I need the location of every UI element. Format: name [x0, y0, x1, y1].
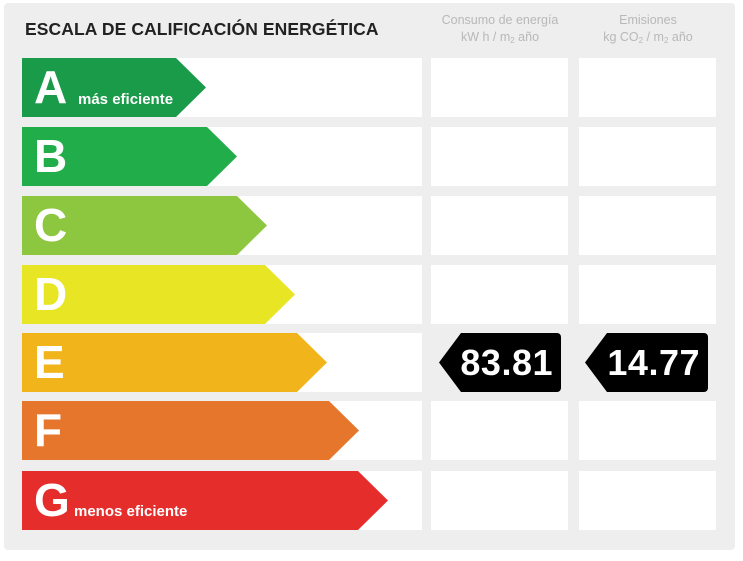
emisiones-cell-b	[579, 127, 716, 186]
emisiones-cell-a	[579, 58, 716, 117]
emisiones-cell-c	[579, 196, 716, 255]
consumo-cell-e: 83.81	[431, 333, 568, 392]
consumo-cell-b	[431, 127, 568, 186]
rating-bar-c: C	[22, 196, 267, 255]
rating-letter: F	[34, 404, 63, 456]
emisiones-cell-e: 14.77	[579, 333, 716, 392]
emisiones-cell-g	[579, 471, 716, 530]
consumo-header-line1: Consumo de energía	[441, 13, 559, 27]
emisiones-column-header: Emisiones kg CO2 / m2 año	[578, 12, 718, 46]
rating-letter: D	[34, 268, 68, 320]
consumo-value-badge: 83.81	[439, 333, 561, 392]
rating-sublabel: menos eficiente	[74, 503, 188, 520]
rating-letter: G	[34, 474, 70, 526]
emisiones-cell-d	[579, 265, 716, 324]
rating-bar-b: B	[22, 127, 237, 186]
emisiones-header-line2: kg CO2 / m2 año	[603, 30, 693, 45]
rating-letter: A	[34, 61, 68, 113]
consumo-value: 83.81	[460, 342, 553, 383]
emisiones-header-line1: Emisiones	[619, 13, 677, 27]
consumo-cell-d	[431, 265, 568, 324]
emisiones-cell-f	[579, 401, 716, 460]
rating-sublabel: más eficiente	[78, 91, 174, 108]
rating-letter: C	[34, 199, 68, 251]
rating-letter: E	[34, 336, 65, 388]
rating-bar-d: D	[22, 265, 295, 324]
page-title: ESCALA DE CALIFICACIÓN ENERGÉTICA	[25, 19, 379, 39]
consumo-cell-g	[431, 471, 568, 530]
consumo-cell-f	[431, 401, 568, 460]
consumo-cell-a	[431, 58, 568, 117]
rating-bar-e: E	[22, 333, 327, 392]
consumo-cell-c	[431, 196, 568, 255]
consumo-column-header: Consumo de energía kW h / m2 año	[430, 12, 570, 46]
rating-letter: B	[34, 130, 68, 182]
consumo-header-line2: kW h / m2 año	[460, 30, 540, 45]
emisiones-value-badge: 14.77	[585, 333, 708, 392]
emisiones-value: 14.77	[607, 342, 700, 383]
rating-bar-f: F	[22, 401, 359, 460]
